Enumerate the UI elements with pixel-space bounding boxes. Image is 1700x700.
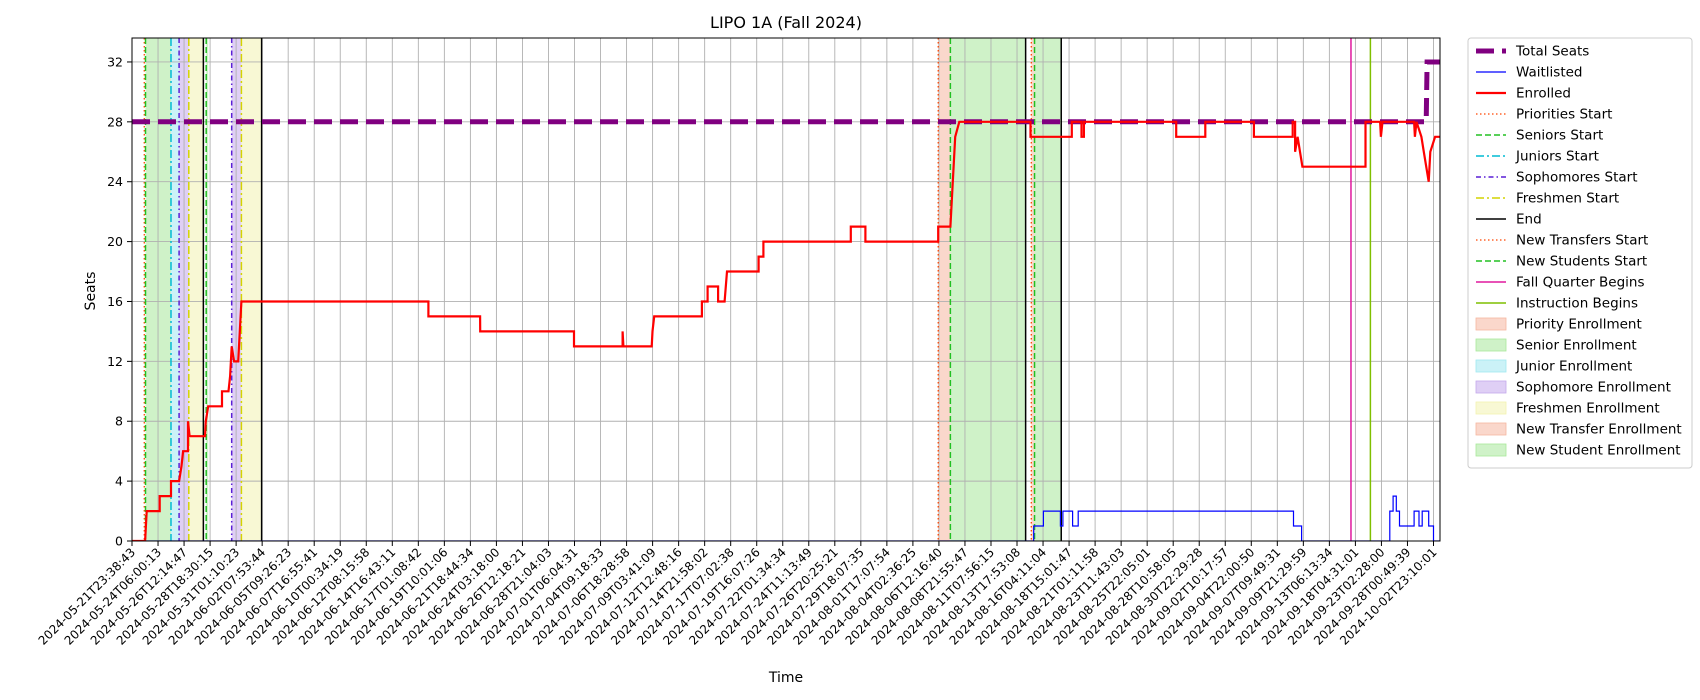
legend: Total Seats Waitlisted Enrolled Priorities … <box>1467 37 1693 469</box>
legend-label: Senior Enrollment <box>1516 338 1637 354</box>
y-tick-label: 32 <box>107 54 123 69</box>
y-tick-label: 20 <box>107 234 123 249</box>
legend-label: Sophomore Enrollment <box>1516 380 1671 396</box>
legend-swatch <box>1475 317 1507 331</box>
legend-swatch <box>1475 359 1507 373</box>
series-total-seats <box>132 59 1440 125</box>
x-axis-label: Time <box>768 670 803 686</box>
legend-label: Instruction Begins <box>1516 296 1638 312</box>
series-waitlisted <box>132 495 1440 541</box>
plot-frame <box>131 37 1441 542</box>
shaded-region-6 <box>188 38 204 541</box>
series-enrolled <box>132 120 1440 541</box>
legend-label: Juniors Start <box>1515 149 1599 165</box>
legend-label: Priorities Start <box>1516 107 1612 123</box>
legend-swatch <box>1475 338 1507 352</box>
plot-area: 2024-05-21T23:38:432024-05-24T06:00:1320… <box>36 37 1441 648</box>
shaded-region-9 <box>1031 38 1035 541</box>
legend-label: Priority Enrollment <box>1516 317 1642 333</box>
legend-swatch <box>1475 422 1507 436</box>
y-tick-label: 12 <box>107 354 123 369</box>
shaded-region-10 <box>1034 38 1062 541</box>
legend-swatch <box>1475 443 1507 457</box>
shaded-region-3 <box>170 38 180 541</box>
legend-label: New Student Enrollment <box>1516 443 1681 459</box>
legend-label: Seniors Start <box>1516 128 1603 144</box>
legend-label: New Transfer Enrollment <box>1516 422 1682 438</box>
y-axis-label: Seats <box>83 272 99 311</box>
y-tick-label: 8 <box>115 414 123 429</box>
legend-label: Total Seats <box>1515 44 1589 60</box>
legend-label: New Transfers Start <box>1516 233 1648 249</box>
legend-label: Freshmen Enrollment <box>1516 401 1660 417</box>
y-tick-label: 24 <box>107 174 123 189</box>
y-tick-label: 16 <box>107 294 123 309</box>
y-tick-label: 28 <box>107 114 123 129</box>
legend-label: Enrolled <box>1516 86 1571 102</box>
legend-swatch <box>1475 401 1507 415</box>
chart-title: LIPO 1A (Fall 2024) <box>710 13 862 32</box>
legend-label: Sophomores Start <box>1516 170 1638 186</box>
y-tick-label: 0 <box>115 534 123 549</box>
legend-label: Junior Enrollment <box>1515 359 1632 375</box>
shaded-region-7 <box>241 38 262 541</box>
legend-label: End <box>1516 212 1542 228</box>
legend-label: Waitlisted <box>1516 65 1583 81</box>
legend-label: Fall Quarter Begins <box>1516 275 1645 291</box>
legend-frame <box>1467 37 1693 469</box>
y-tick-label: 4 <box>115 474 123 489</box>
legend-label: New Students Start <box>1516 254 1647 270</box>
shaded-region-8 <box>950 38 1026 541</box>
legend-label: Freshmen Start <box>1516 191 1619 207</box>
shaded-region-0 <box>938 38 951 541</box>
legend-swatch <box>1475 380 1507 394</box>
shaded-region-2 <box>206 38 209 541</box>
